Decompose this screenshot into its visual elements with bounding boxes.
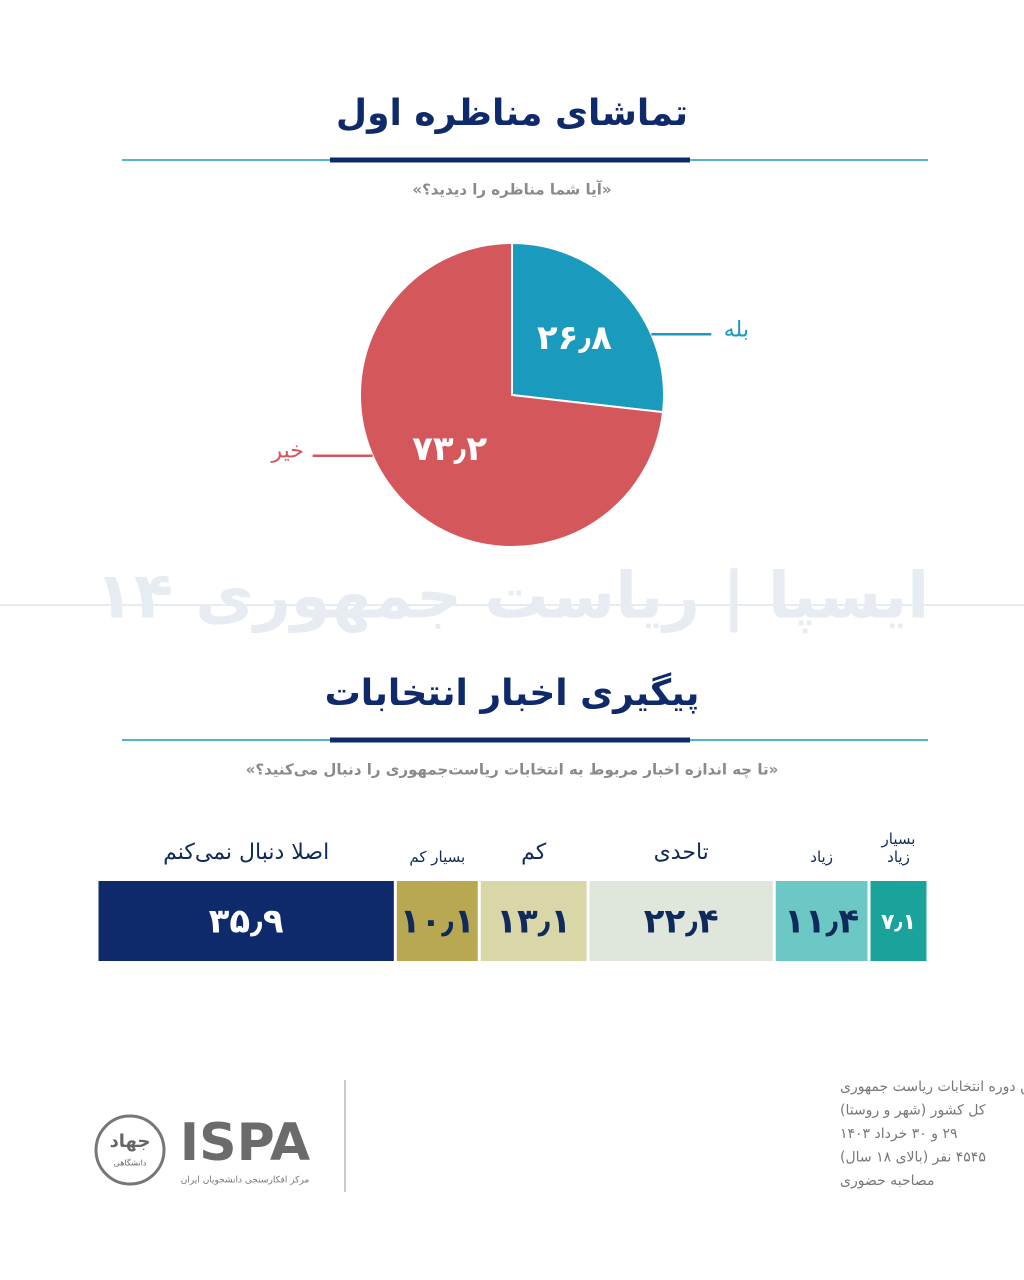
segment-value-label: ۱۰٫۱ — [400, 902, 475, 942]
watermark: ایسپا | ریاست جمهوری ۱۴ — [95, 560, 929, 634]
pie-slice — [359, 241, 665, 548]
segment-value-label: ۱۱٫۴ — [784, 902, 859, 942]
seal-text: جهاد — [110, 1131, 151, 1152]
section-title: پیگیری اخبار انتخابات — [325, 672, 700, 714]
footer-line: دیدگاه ایرانیان در خصوص چهاردهمین دوره ا… — [840, 1078, 1024, 1095]
category-label: بسیار زیاد — [881, 830, 916, 866]
bar-segment — [396, 881, 478, 961]
segment-value-label: ۳۵٫۹ — [209, 902, 284, 942]
slice-value-label: ۲۶٫۸ — [537, 318, 612, 358]
category-label: تاحدی — [653, 839, 709, 865]
footer-line: مصاحبه حضوری — [840, 1173, 935, 1189]
bar-segment — [589, 881, 773, 961]
slice-label: بله — [724, 317, 749, 342]
slice-label: خیر — [270, 439, 303, 464]
question: «آیا شما مناظره را دیدید؟» — [412, 181, 611, 199]
logo-caption: مرکز افکارسنجی دانشجویان ایران — [181, 1176, 310, 1186]
footer-line: ۴۵۴۵ نفر (بالای ۱۸ سال) — [840, 1150, 986, 1166]
category-label: زیاد — [810, 848, 833, 866]
section-title: تماشای مناظره اول — [336, 93, 688, 134]
footer-line: ۲۹ و ۳۰ خرداد ۱۴۰۳ — [840, 1126, 957, 1142]
logo: ISPA — [180, 1113, 310, 1173]
bar-segment — [480, 881, 587, 961]
question: «تا چه اندازه اخبار مربوط به انتخابات ری… — [246, 761, 779, 780]
segment-value-label: ۱۳٫۱ — [496, 902, 571, 942]
seal-caption: دانشگاهی — [114, 1158, 147, 1168]
segment-value-label: ۲۲٫۴ — [644, 902, 719, 942]
segment-value-label: ۷٫۱ — [881, 910, 916, 935]
category-label: کم — [521, 839, 547, 865]
bar-segment — [98, 881, 394, 961]
category-label: بسیار کم — [409, 848, 466, 866]
category-label: اصلا دنبال نمی‌کنم — [163, 839, 330, 865]
pie-slice — [511, 241, 665, 414]
slice-value-label: ۷۳٫۲ — [412, 429, 487, 469]
bar-segment — [775, 881, 868, 961]
bar-segment — [870, 881, 927, 961]
footer-line: کل کشور (شهر و روستا) — [840, 1103, 986, 1119]
seal — [94, 1114, 166, 1186]
